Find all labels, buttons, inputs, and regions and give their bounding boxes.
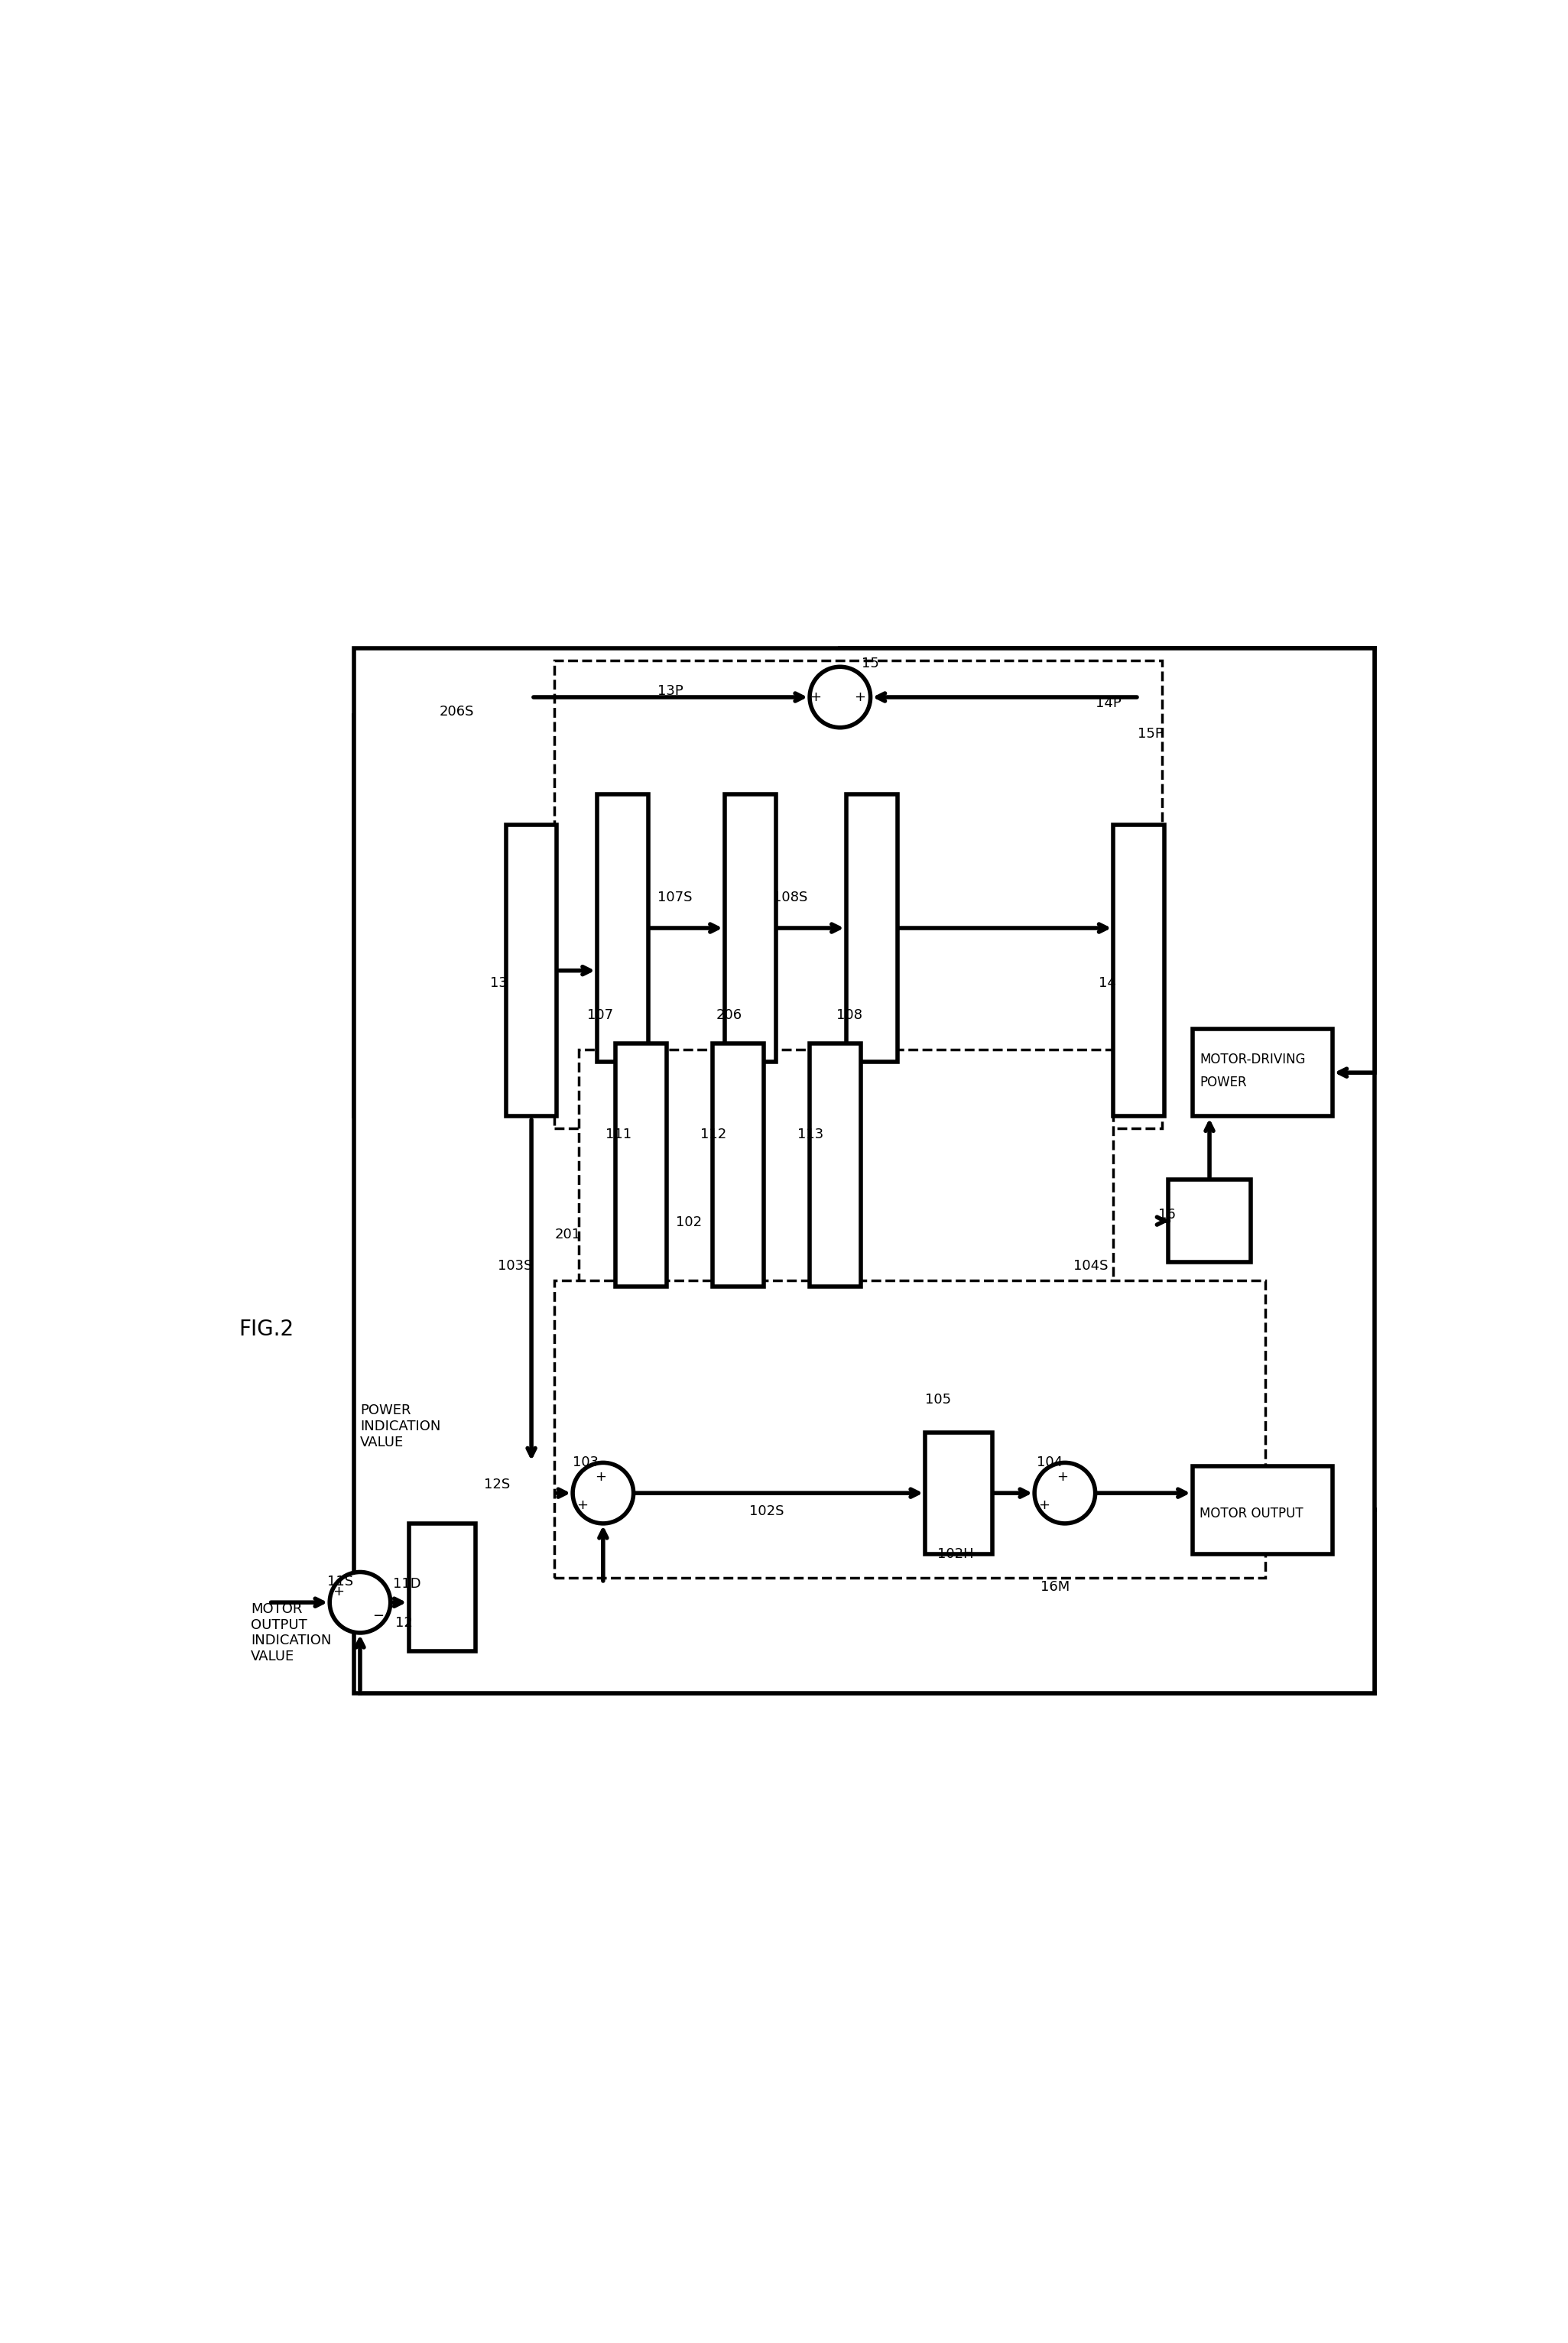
Circle shape	[809, 668, 870, 729]
Bar	[847, 794, 897, 1061]
Text: MOTOR OUTPUT: MOTOR OUTPUT	[1200, 1507, 1303, 1521]
Text: +: +	[853, 691, 866, 703]
Bar	[724, 794, 776, 1061]
Text: 15P: 15P	[1138, 726, 1163, 740]
Text: 107: 107	[588, 1007, 613, 1022]
Bar	[1192, 1467, 1333, 1553]
Text: 12S: 12S	[485, 1478, 510, 1492]
Text: 105: 105	[925, 1392, 952, 1406]
Text: 201: 201	[555, 1228, 580, 1242]
Text: 13P: 13P	[659, 684, 684, 698]
Bar	[1168, 1179, 1251, 1263]
Bar	[555, 1279, 1265, 1579]
Text: 206S: 206S	[439, 705, 474, 719]
Text: 104S: 104S	[1074, 1258, 1109, 1272]
Bar	[925, 1432, 993, 1553]
Text: +: +	[1057, 1471, 1068, 1483]
Text: POWER: POWER	[1200, 1075, 1247, 1089]
Text: 15: 15	[862, 656, 880, 670]
Text: MOTOR-DRIVING: MOTOR-DRIVING	[1200, 1052, 1306, 1066]
Text: 112: 112	[701, 1127, 726, 1141]
Bar	[409, 1523, 475, 1652]
Text: +: +	[577, 1497, 588, 1511]
Text: 113: 113	[798, 1127, 823, 1141]
Text: 11S: 11S	[328, 1574, 353, 1589]
Bar	[712, 1043, 764, 1286]
Text: 111: 111	[605, 1127, 632, 1141]
Text: 12: 12	[395, 1617, 412, 1631]
Text: 14: 14	[1099, 975, 1116, 989]
Circle shape	[572, 1462, 633, 1523]
Text: 108S: 108S	[773, 890, 808, 904]
Bar	[555, 661, 1162, 1129]
Text: 14P: 14P	[1094, 696, 1121, 710]
Text: +: +	[594, 1471, 607, 1483]
Bar	[809, 1043, 861, 1286]
Text: 107S: 107S	[659, 890, 693, 904]
Bar	[579, 1050, 1113, 1347]
Bar	[615, 1043, 666, 1286]
Bar	[1113, 825, 1165, 1115]
Text: 103S: 103S	[497, 1258, 532, 1272]
Text: 102S: 102S	[750, 1504, 784, 1518]
Text: 102: 102	[676, 1216, 702, 1230]
Bar	[354, 649, 1375, 1694]
Text: +: +	[332, 1584, 343, 1598]
Bar	[1192, 1029, 1333, 1115]
Text: +: +	[1038, 1497, 1051, 1511]
Text: −: −	[373, 1610, 384, 1624]
Bar	[506, 825, 557, 1115]
Text: 13: 13	[491, 975, 508, 989]
Text: MOTOR
OUTPUT
INDICATION
VALUE: MOTOR OUTPUT INDICATION VALUE	[251, 1603, 331, 1664]
Text: +: +	[811, 691, 822, 703]
Text: 108: 108	[836, 1007, 862, 1022]
Bar	[597, 794, 648, 1061]
Text: POWER
INDICATION
VALUE: POWER INDICATION VALUE	[361, 1403, 441, 1448]
Text: FIG.2: FIG.2	[238, 1319, 293, 1340]
Text: 103: 103	[572, 1455, 599, 1469]
Text: 206: 206	[717, 1007, 742, 1022]
Text: 11D: 11D	[394, 1577, 420, 1591]
Text: 104: 104	[1036, 1455, 1063, 1469]
Circle shape	[1035, 1462, 1094, 1523]
Circle shape	[329, 1572, 390, 1633]
Text: 16M: 16M	[1041, 1579, 1069, 1593]
Text: 16: 16	[1159, 1209, 1176, 1221]
Text: 102H: 102H	[938, 1546, 974, 1560]
